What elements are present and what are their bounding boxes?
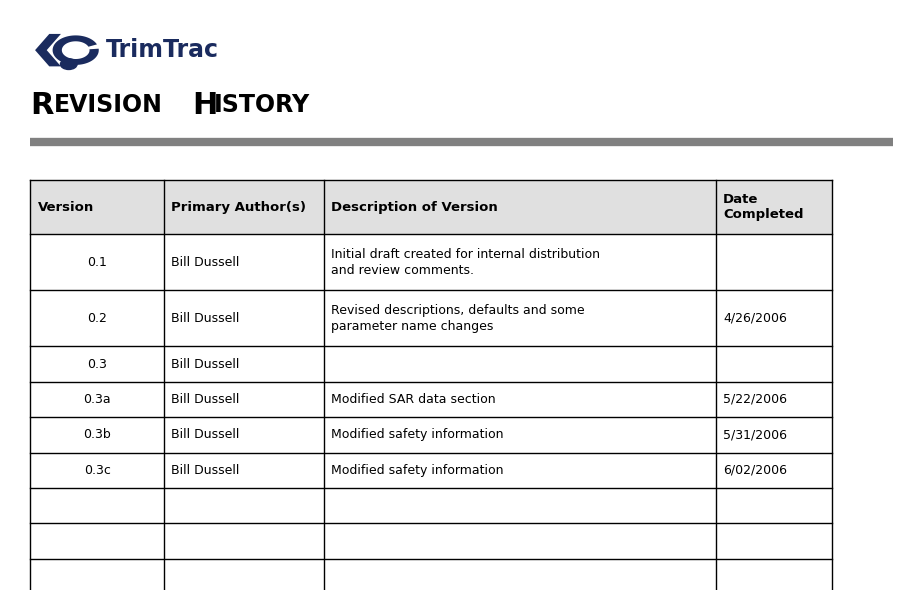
Text: 6/02/2006: 6/02/2006 [724, 464, 787, 477]
Text: 4/26/2006: 4/26/2006 [724, 312, 787, 325]
Polygon shape [53, 35, 99, 65]
Bar [30, 488, 833, 523]
Text: Revised descriptions, defaults and some
parameter name changes: Revised descriptions, defaults and some … [331, 304, 584, 333]
Bar [30, 382, 833, 417]
Text: Bill Dussell: Bill Dussell [172, 358, 240, 371]
Bar [30, 234, 833, 290]
Circle shape [61, 59, 78, 70]
Text: Bill Dussell: Bill Dussell [172, 312, 240, 325]
Text: 0.2: 0.2 [88, 312, 107, 325]
Text: 0.3a: 0.3a [83, 393, 111, 406]
Text: 5/31/2006: 5/31/2006 [724, 428, 787, 441]
Text: Initial draft created for internal distribution
and review comments.: Initial draft created for internal distr… [331, 248, 600, 277]
Text: Bill Dussell: Bill Dussell [172, 393, 240, 406]
Text: 5/22/2006: 5/22/2006 [724, 393, 787, 406]
Text: 0.3: 0.3 [88, 358, 107, 371]
Bar [30, 417, 833, 453]
Text: Date
Completed: Date Completed [724, 193, 804, 221]
Text: TrimTrac: TrimTrac [106, 38, 219, 62]
Bar [30, 559, 833, 590]
Text: Description of Version: Description of Version [331, 201, 497, 214]
Text: ISTORY: ISTORY [214, 93, 310, 117]
Bar [30, 180, 833, 234]
Text: 0.1: 0.1 [88, 255, 107, 269]
Text: R: R [30, 90, 54, 120]
Text: Modified safety information: Modified safety information [331, 428, 503, 441]
Text: Bill Dussell: Bill Dussell [172, 255, 240, 269]
Text: Primary Author(s): Primary Author(s) [172, 201, 306, 214]
Bar [30, 346, 833, 382]
Polygon shape [35, 34, 61, 67]
Bar [30, 453, 833, 488]
Text: H: H [192, 90, 217, 120]
Text: EVISION: EVISION [54, 93, 162, 117]
Text: 0.3b: 0.3b [83, 428, 111, 441]
Text: Bill Dussell: Bill Dussell [172, 428, 240, 441]
Text: Bill Dussell: Bill Dussell [172, 464, 240, 477]
Text: Version: Version [38, 201, 94, 214]
Text: Modified SAR data section: Modified SAR data section [331, 393, 496, 406]
Bar [30, 523, 833, 559]
Text: 0.3c: 0.3c [84, 464, 111, 477]
Text: Modified safety information: Modified safety information [331, 464, 503, 477]
Bar [30, 290, 833, 346]
